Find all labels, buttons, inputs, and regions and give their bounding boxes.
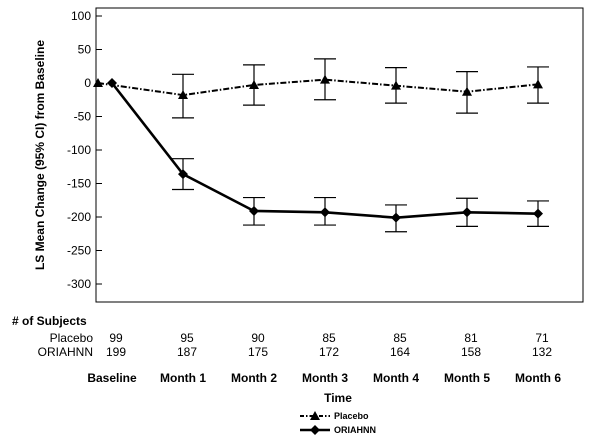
y-tick-label: -50 bbox=[74, 110, 92, 124]
y-tick-label: -200 bbox=[67, 210, 91, 224]
legend-label-placebo: Placebo bbox=[334, 411, 369, 421]
x-axis-title: Time bbox=[324, 391, 352, 405]
data-point-oriahnn bbox=[462, 207, 472, 218]
x-category-label: Month 6 bbox=[515, 371, 561, 385]
data-point-oriahnn bbox=[249, 205, 259, 216]
subjects-count-oriahnn: 187 bbox=[177, 345, 197, 359]
y-tick-label: 100 bbox=[71, 9, 91, 23]
data-point-placebo bbox=[533, 79, 543, 89]
y-tick-label: -150 bbox=[67, 177, 91, 191]
series-line-placebo bbox=[97, 78, 539, 97]
series-placebo bbox=[93, 58, 549, 119]
subjects-label-placebo: Placebo bbox=[50, 331, 94, 345]
series-group bbox=[93, 58, 549, 233]
x-category-label: Month 3 bbox=[302, 371, 348, 385]
subjects-count-placebo: 85 bbox=[393, 331, 407, 345]
data-point-oriahnn bbox=[533, 208, 543, 219]
data-point-oriahnn bbox=[391, 212, 401, 223]
x-axis-categories: Baseline Month 1 Month 2 Month 3 Month 4 Mont… bbox=[87, 371, 561, 385]
legend-label-oriahnn: ORIAHNN bbox=[334, 425, 376, 435]
y-tick-label: 50 bbox=[78, 43, 92, 57]
data-point-placebo bbox=[178, 90, 188, 100]
y-tick-label: 0 bbox=[84, 76, 91, 90]
data-point-oriahnn bbox=[320, 207, 330, 218]
subjects-count-oriahnn: 164 bbox=[390, 345, 410, 359]
subjects-count-placebo: 81 bbox=[464, 331, 478, 345]
x-category-label: Month 5 bbox=[444, 371, 490, 385]
x-category-label: Month 1 bbox=[160, 371, 206, 385]
data-point-placebo bbox=[93, 78, 103, 87]
subjects-count-placebo: 95 bbox=[180, 331, 194, 345]
y-tick-label: -250 bbox=[67, 244, 91, 258]
plot-border bbox=[95, 7, 584, 303]
subjects-count-placebo: 99 bbox=[109, 331, 123, 345]
y-tick-label: -100 bbox=[67, 143, 91, 157]
y-tick-label: -300 bbox=[67, 277, 91, 291]
data-point-oriahnn bbox=[178, 169, 188, 180]
y-axis: 100 50 0 -50 -100 -150 -200 -250 -300 bbox=[67, 9, 102, 291]
legend-marker-oriahnn bbox=[310, 425, 320, 435]
subjects-count-oriahnn: 199 bbox=[106, 345, 126, 359]
data-point-placebo bbox=[249, 80, 259, 90]
subjects-count-oriahnn: 132 bbox=[532, 345, 552, 359]
data-point-placebo bbox=[391, 80, 401, 90]
legend-marker-placebo bbox=[310, 411, 320, 420]
subjects-count-placebo: 90 bbox=[251, 331, 265, 345]
data-point-placebo bbox=[320, 74, 330, 84]
data-point-oriahnn bbox=[107, 78, 117, 88]
x-category-label: Month 4 bbox=[373, 371, 419, 385]
series-oriahnn bbox=[107, 78, 549, 233]
x-category-label: Baseline bbox=[87, 371, 137, 385]
subjects-header: # of Subjects bbox=[12, 314, 87, 328]
x-category-label: Month 2 bbox=[231, 371, 277, 385]
subjects-table: # of Subjects Placebo 99 95 90 85 85 81 71 ORIAHN… bbox=[12, 314, 552, 359]
subjects-count-oriahnn: 158 bbox=[461, 345, 481, 359]
subjects-count-oriahnn: 175 bbox=[248, 345, 268, 359]
legend: Placebo ORIAHNN bbox=[300, 411, 376, 435]
plot-frame bbox=[95, 7, 584, 303]
data-point-placebo bbox=[462, 86, 472, 96]
subjects-label-oriahnn: ORIAHNN bbox=[38, 345, 93, 359]
subjects-count-oriahnn: 172 bbox=[319, 345, 339, 359]
subjects-count-placebo: 71 bbox=[535, 331, 549, 345]
subjects-count-placebo: 85 bbox=[322, 331, 336, 345]
y-axis-title: LS Mean Change (95% CI) from Baseline bbox=[33, 40, 47, 270]
